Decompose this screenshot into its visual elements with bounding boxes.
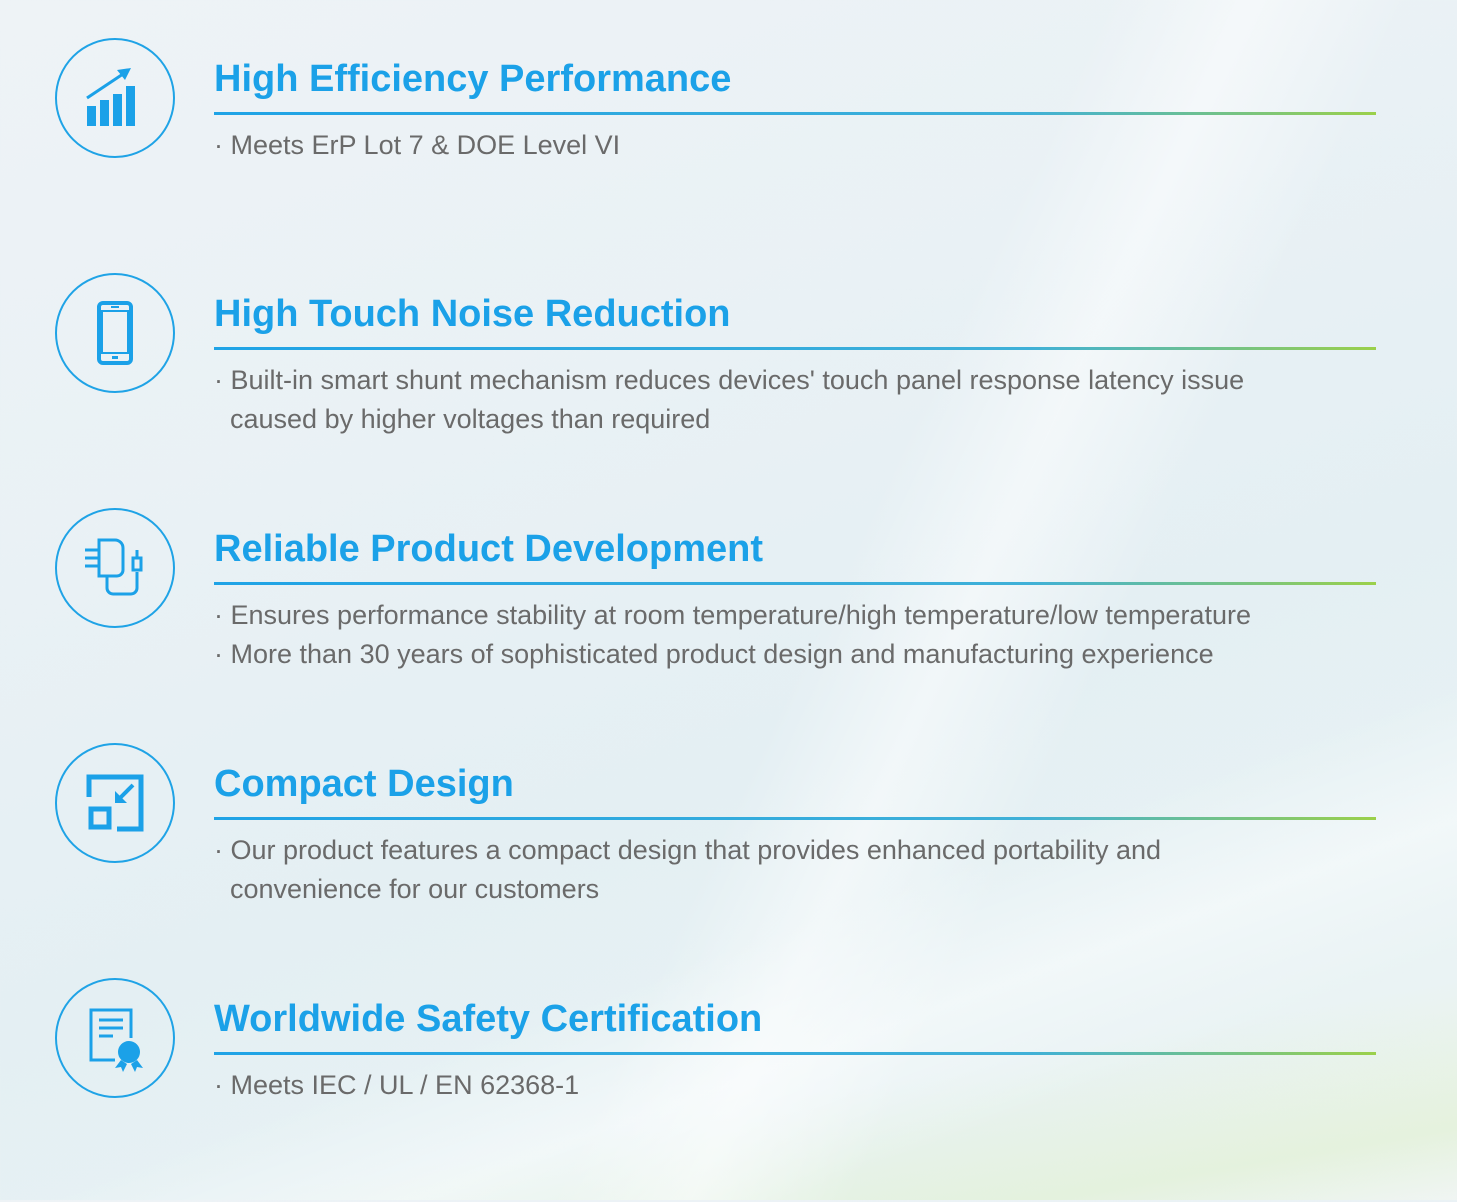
- power-adapter-icon: [55, 508, 175, 628]
- feature-bullets: · Our product features a compact design …: [214, 831, 1161, 909]
- bullet-item: · Built-in smart shunt mechanism reduces…: [214, 361, 1244, 439]
- feature-item: Compact Design · Our product features a c…: [0, 743, 1457, 967]
- feature-item: Worldwide Safety Certification · Meets IE…: [0, 978, 1457, 1202]
- bullet-item: · More than 30 years of sophisticated pr…: [214, 639, 1214, 669]
- feature-item: High Efficiency Performance · Meets ErP L…: [0, 38, 1457, 262]
- feature-item: High Touch Noise Reduction · Built-in sma…: [0, 273, 1457, 497]
- bullet-text: More than 30 years of sophisticated prod…: [230, 639, 1214, 669]
- divider: [214, 582, 1376, 585]
- divider: [214, 1052, 1376, 1055]
- bullet-text: caused by higher voltages than required: [230, 404, 711, 434]
- feature-title: Compact Design: [214, 763, 514, 805]
- divider: [214, 817, 1376, 820]
- feature-bullets: · Ensures performance stability at room …: [214, 596, 1251, 674]
- bullet-item: · Meets IEC / UL / EN 62368-1: [214, 1070, 580, 1100]
- bullet-text: convenience for our customers: [230, 874, 600, 904]
- bullet-text: Our product features a compact design th…: [230, 835, 1162, 865]
- bullet-text: Meets ErP Lot 7 & DOE Level VI: [230, 130, 621, 160]
- feature-title: Worldwide Safety Certification: [214, 998, 763, 1040]
- feature-title: Reliable Product Development: [214, 528, 764, 570]
- divider: [214, 112, 1376, 115]
- feature-item: Reliable Product Development · Ensures pe…: [0, 508, 1457, 732]
- bullet-text: Meets IEC / UL / EN 62368-1: [230, 1070, 580, 1100]
- certificate-icon: [55, 978, 175, 1098]
- feature-bullets: · Built-in smart shunt mechanism reduces…: [214, 361, 1244, 439]
- compact-resize-icon: [55, 743, 175, 863]
- bullet-item: · Meets ErP Lot 7 & DOE Level VI: [214, 130, 621, 160]
- smartphone-icon: [55, 273, 175, 393]
- feature-bullets: · Meets IEC / UL / EN 62368-1: [214, 1066, 579, 1105]
- divider: [214, 347, 1376, 350]
- feature-title: High Touch Noise Reduction: [214, 293, 731, 335]
- feature-title: High Efficiency Performance: [214, 58, 732, 100]
- bullet-item: · Our product features a compact design …: [214, 831, 1161, 909]
- bar-chart-growth-icon: [55, 38, 175, 158]
- feature-bullets: · Meets ErP Lot 7 & DOE Level VI: [214, 126, 620, 165]
- bullet-item: · Ensures performance stability at room …: [214, 600, 1251, 630]
- bullet-text: Ensures performance stability at room te…: [230, 600, 1251, 630]
- bullet-text: Built-in smart shunt mechanism reduces d…: [230, 365, 1245, 395]
